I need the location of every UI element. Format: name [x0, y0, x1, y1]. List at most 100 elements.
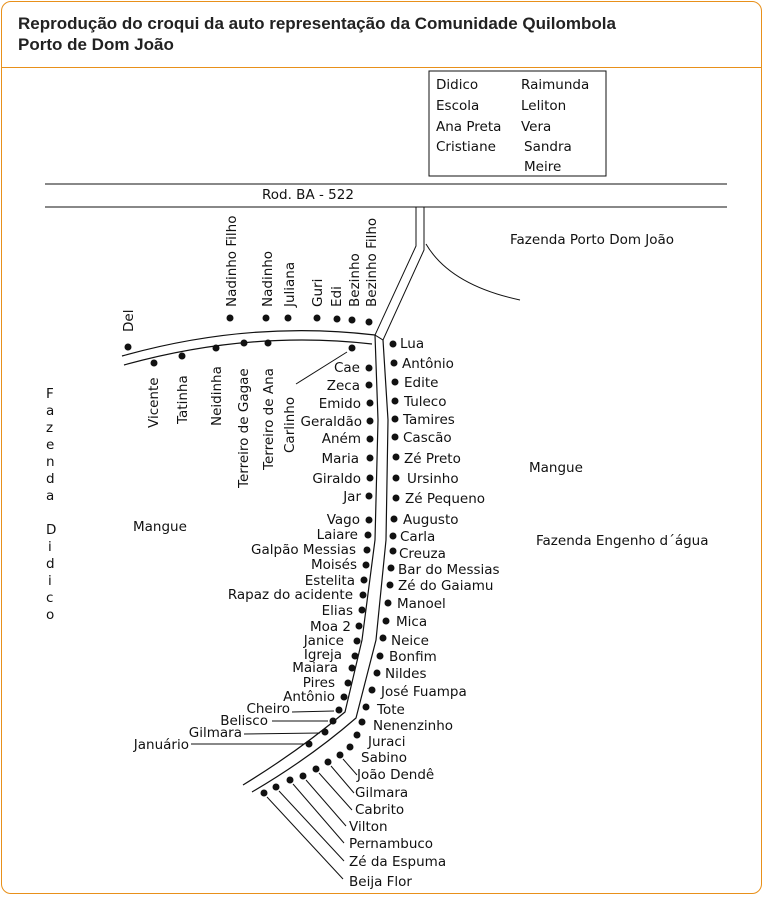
legend-item: Ana Preta	[436, 119, 501, 135]
legend-item: Didico	[436, 77, 478, 93]
house-label: Elias	[322, 603, 353, 619]
house-label: Janice	[303, 633, 344, 649]
house-label: Mica	[396, 614, 427, 630]
legend-item: Vera	[521, 119, 551, 135]
house-label: Edi	[329, 286, 345, 307]
house-label: Vilton	[349, 819, 388, 835]
top-branch-houses: Nadinho Filho Nadinho Juliana Guri Edi B…	[224, 216, 380, 326]
house-label: Zeca	[327, 378, 360, 394]
lower-branch-houses: Del Vicente Tatinha Neidinha Terreiro de…	[121, 310, 356, 489]
house-label: Tamires	[402, 412, 455, 428]
svg-text:D: D	[46, 522, 56, 538]
house-label: Cae	[334, 360, 360, 376]
house-label: Maiara	[292, 660, 338, 676]
house-label: Carla	[400, 529, 435, 545]
svg-text:o: o	[46, 607, 54, 623]
house-label: Giraldo	[312, 471, 361, 487]
house-label: Laiare	[317, 527, 358, 543]
svg-text:n: n	[46, 454, 55, 470]
house-label: Bezinho Filho	[364, 218, 380, 307]
road-label: Rod. BA - 522	[262, 187, 354, 203]
house-label: Moa 2	[310, 619, 351, 635]
highway	[45, 183, 727, 341]
legend-item: Raimunda	[521, 77, 589, 93]
legend-item: Leliton	[521, 98, 566, 114]
house-label: Manoel	[397, 596, 446, 612]
house-label: Antônio	[402, 356, 454, 372]
legend-box	[428, 70, 607, 177]
house-label: Neice	[391, 633, 429, 649]
house-label: Nadinho	[260, 251, 276, 307]
svg-text:i: i	[48, 539, 52, 555]
svg-text:c: c	[46, 590, 53, 606]
legend-item: Meire	[524, 159, 561, 175]
house-label: João Dendê	[356, 767, 434, 783]
house-label: Sabino	[361, 750, 407, 766]
right-side-houses: Lua Antônio Edite Tuleco Tamires Cascão …	[260, 336, 500, 890]
legend-item: Escola	[436, 98, 479, 114]
house-label: Januário	[133, 737, 189, 753]
house-label: Tote	[376, 702, 405, 718]
area-label-fazenda-engenho: Fazenda Engenho d´água	[536, 533, 709, 549]
house-label: Juraci	[367, 734, 406, 750]
house-label: Nadinho Filho	[224, 216, 240, 307]
house-label: Zé da Espuma	[349, 854, 446, 870]
house-label: Lua	[400, 336, 424, 352]
house-label: Bar do Messias	[398, 562, 500, 578]
house-label: Galpão Messias	[251, 542, 356, 558]
house-label: Tatinha	[175, 375, 191, 425]
house-label: Maria	[322, 451, 360, 467]
house-label: Neidinha	[209, 366, 225, 426]
house-label: Terreiro de Gagae	[236, 368, 252, 489]
house-label: Estelita	[305, 573, 355, 589]
house-label: Creuza	[399, 546, 446, 562]
house-label: Zé do Gaiamu	[398, 578, 493, 594]
house-label: Augusto	[403, 512, 459, 528]
house-label: Gilmara	[355, 785, 408, 801]
svg-text:z: z	[46, 420, 53, 436]
house-label: Moisés	[311, 557, 357, 573]
house-label: Pernambuco	[349, 836, 433, 852]
svg-text:d: d	[46, 556, 55, 572]
house-label: Bonfim	[389, 649, 437, 665]
legend-item: Cristiane	[436, 139, 496, 155]
area-label-fazenda-porto: Fazenda Porto Dom João	[510, 232, 674, 248]
house-label: Vago	[327, 512, 360, 528]
area-label-mangue-left: Mangue	[133, 519, 187, 535]
house-label: Cheiro	[246, 701, 290, 717]
house-label: Carlinho	[282, 397, 298, 453]
area-label-mangue-right: Mangue	[529, 460, 583, 476]
page-title: Reprodução do croqui da auto representaç…	[18, 13, 616, 55]
house-label: Aném	[322, 431, 361, 447]
house-label: Gilmara	[189, 725, 242, 741]
house-label: Juliana	[282, 262, 298, 308]
house-label: Zé Preto	[404, 451, 461, 467]
svg-text:a: a	[46, 403, 54, 419]
house-label: Vicente	[146, 377, 162, 428]
house-label: Emido	[319, 396, 361, 412]
left-side-houses: Cae Zeca Emido Geraldão Aném Maria Giral…	[133, 360, 374, 753]
svg-text:F: F	[46, 386, 54, 402]
svg-text:d: d	[46, 471, 55, 487]
house-label: Zé Pequeno	[405, 491, 485, 507]
house-label: José Fuampa	[380, 684, 467, 700]
house-label: Igreja	[304, 647, 342, 663]
house-label: Pires	[303, 675, 335, 691]
house-label: Antônio	[283, 689, 335, 705]
svg-text:a: a	[46, 488, 54, 504]
house-label: Tuleco	[403, 394, 447, 410]
header: Reprodução do croqui da auto representaç…	[2, 2, 761, 68]
house-label: Edite	[404, 375, 438, 391]
house-label: Belisco	[220, 713, 268, 729]
area-label-fazenda-didico: Faze nda Did ico	[46, 386, 56, 623]
house-label: Bezinho	[347, 253, 363, 307]
house-label: Rapaz do acidente	[228, 587, 353, 603]
house-label: Cabrito	[355, 802, 404, 818]
svg-text:e: e	[46, 437, 54, 453]
house-label: Ursinho	[407, 471, 459, 487]
legend-item: Sandra	[524, 139, 572, 155]
house-label: Del	[121, 310, 137, 332]
title-line-1: Reprodução do croqui da auto representaç…	[18, 14, 616, 33]
